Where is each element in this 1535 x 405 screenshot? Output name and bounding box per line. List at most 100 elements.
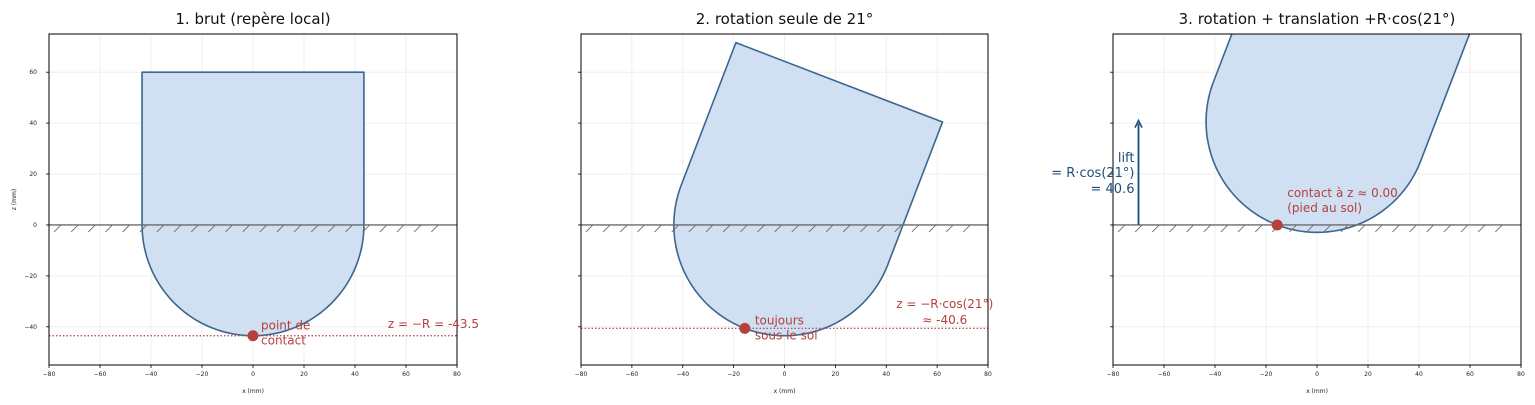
x-tick-label: −20 (1260, 371, 1273, 378)
x-tick-label: 0 (1315, 371, 1319, 378)
hatch-mark (808, 224, 817, 233)
plot-area (581, 41, 988, 337)
hatch-mark (259, 224, 268, 233)
hatch-mark (619, 224, 628, 233)
hatch-mark (122, 224, 130, 233)
contact-label: point de (261, 319, 310, 333)
hatch-mark (877, 224, 885, 233)
panel-title: 2. rotation seule de 21° (696, 10, 874, 28)
hatch-mark (962, 224, 971, 233)
hatch-mark (190, 224, 199, 233)
hatch-mark (1323, 224, 1332, 233)
x-tick-label: 20 (832, 371, 840, 378)
hatch-mark (1443, 224, 1452, 233)
hatch-mark (1477, 224, 1486, 233)
x-axis-label: x (mm) (1306, 388, 1328, 395)
y-tick-label: 20 (29, 171, 37, 178)
hatch-mark (70, 224, 79, 233)
hatch-mark (1169, 224, 1177, 233)
contact-point (739, 322, 751, 334)
hatch-mark (825, 224, 834, 233)
hatch-mark (671, 224, 680, 233)
contact-label: (pied au sol) (1287, 201, 1362, 215)
x-tick-label: −60 (94, 371, 107, 378)
panel-3: −80 −60 −40 −20 0 20 40 60 80 3. rotation + trans… (1051, 10, 1525, 395)
hatch-mark (860, 224, 868, 233)
hatch-mark (53, 224, 62, 233)
lift-label: = 40.6 (1091, 182, 1135, 197)
hatch-mark (688, 224, 697, 233)
hatch-mark (1220, 224, 1229, 233)
ground-hatching (53, 224, 439, 233)
hatch-mark (1237, 224, 1246, 233)
hatch-mark (1340, 224, 1349, 233)
hatch-mark (1494, 224, 1503, 233)
hatch-mark (379, 224, 388, 233)
contact-label: contact à z ≈ 0.00 (1287, 186, 1398, 200)
z-level-label: z = −R = -43.5 (388, 317, 479, 331)
x-tick-label: −80 (43, 371, 56, 378)
hatch-mark (842, 224, 851, 233)
lift-label: lift (1118, 151, 1135, 166)
hatch-mark (654, 224, 662, 233)
x-tick-label: −60 (1158, 371, 1171, 378)
hatch-mark (894, 224, 903, 233)
x-axis-label: x (mm) (242, 388, 264, 395)
hatch-mark (602, 224, 611, 233)
contact-label: sous le sol (755, 328, 818, 342)
hatch-mark (1151, 224, 1160, 233)
hatch-mark (774, 224, 782, 233)
x-tick-label: 40 (351, 371, 359, 378)
x-tick-label: −20 (727, 371, 740, 378)
y-tick-label: −20 (24, 273, 37, 280)
hatch-mark (139, 224, 148, 233)
hatch-mark (293, 224, 302, 233)
hatch-mark (1306, 224, 1314, 233)
hatch-mark (1254, 224, 1263, 233)
hatch-mark (173, 224, 182, 233)
hatch-mark (156, 224, 165, 233)
y-axis-label: z (mm) (11, 189, 18, 210)
hatch-mark (757, 224, 765, 233)
hatch-mark (1357, 224, 1366, 233)
hatch-mark (396, 224, 405, 233)
body-shape (673, 41, 944, 337)
x-tick-label: 60 (1466, 371, 1474, 378)
panel-title: 1. brut (repère local) (175, 10, 330, 28)
hatch-mark (430, 224, 439, 233)
x-tick-label: −40 (145, 371, 158, 378)
x-tick-label: 20 (300, 371, 308, 378)
ground-hatching (1117, 224, 1503, 233)
x-tick-label: −60 (626, 371, 639, 378)
x-tick-label: −40 (676, 371, 689, 378)
hatch-mark (1203, 224, 1212, 233)
hatch-mark (705, 224, 714, 233)
hatch-mark (105, 224, 113, 233)
hatch-mark (585, 224, 594, 233)
x-tick-label: 60 (933, 371, 941, 378)
contact-point (1271, 219, 1283, 231)
x-tick-label: −80 (1107, 371, 1120, 378)
hatch-mark (1289, 224, 1297, 233)
contact-label: contact (261, 334, 306, 348)
hatch-mark (637, 224, 645, 233)
hatch-mark (1134, 224, 1143, 233)
contact-point (247, 330, 259, 342)
hatch-mark (1186, 224, 1194, 233)
hatch-mark (1460, 224, 1469, 233)
x-tick-label: 40 (882, 371, 890, 378)
y-tick-label: −40 (24, 324, 37, 331)
hatch-mark (225, 224, 233, 233)
lift-label: = R·cos(21°) (1051, 166, 1134, 181)
contact-label: toujours (755, 313, 804, 327)
hatch-mark (345, 224, 353, 233)
hatch-mark (362, 224, 371, 233)
x-tick-label: −80 (575, 371, 588, 378)
x-tick-label: −20 (196, 371, 209, 378)
x-tick-label: 0 (783, 371, 787, 378)
x-axis-label: x (mm) (774, 388, 796, 395)
panel-1: −80 −60 −40 −20 0 20 40 60 80 −40 −20 0 20 40 60 1. bru… (11, 10, 479, 395)
hatch-mark (328, 224, 336, 233)
x-tick-label: 80 (1517, 371, 1525, 378)
